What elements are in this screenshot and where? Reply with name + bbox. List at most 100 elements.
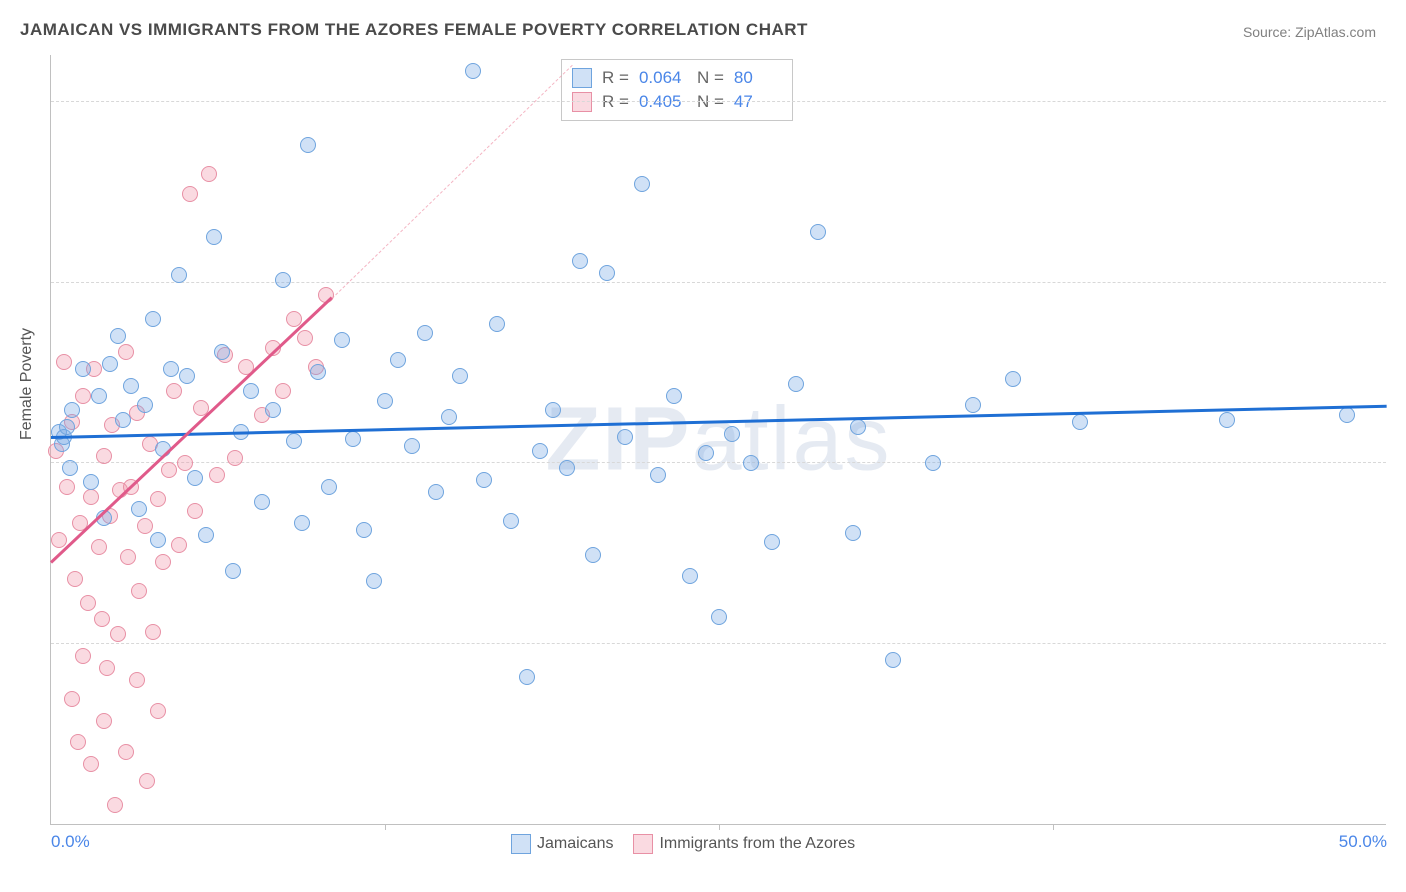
stats-box: R = 0.064 N = 80 R = 0.405 N = 47 [561,59,793,121]
marker-series-a [489,316,505,332]
marker-series-b [187,503,203,519]
watermark-atlas: atlas [691,389,891,489]
marker-series-a [572,253,588,269]
x-tick-mark [719,824,720,830]
marker-series-b [118,344,134,360]
marker-series-a [965,397,981,413]
legend-label-b: Immigrants from the Azores [659,835,855,853]
marker-series-a [404,438,420,454]
marker-series-b [94,611,110,627]
gridline [51,282,1386,283]
marker-series-b [120,549,136,565]
marker-series-b [177,455,193,471]
marker-series-a [465,63,481,79]
marker-series-a [131,501,147,517]
marker-series-a [198,527,214,543]
marker-series-a [64,402,80,418]
marker-series-b [83,489,99,505]
marker-series-a [225,563,241,579]
marker-series-a [634,176,650,192]
marker-series-a [532,443,548,459]
marker-series-a [179,368,195,384]
marker-series-a [503,513,519,529]
marker-series-a [452,368,468,384]
marker-series-a [110,328,126,344]
marker-series-a [1219,412,1235,428]
marker-series-b [99,660,115,676]
marker-series-b [80,595,96,611]
marker-series-b [91,539,107,555]
marker-series-a [698,445,714,461]
scatter-plot-area: ZIPatlas R = 0.064 N = 80 R = 0.405 N = … [50,55,1386,825]
marker-series-a [617,429,633,445]
y-tick-label: 22.5% [1396,273,1406,293]
marker-series-a [810,224,826,240]
marker-series-b [83,756,99,772]
stats-n-label: N = [697,68,724,88]
marker-series-a [300,137,316,153]
marker-series-a [59,419,75,435]
gridline [51,101,1386,102]
marker-series-b [166,383,182,399]
marker-series-a [115,412,131,428]
marker-series-b [145,624,161,640]
watermark: ZIPatlas [545,388,891,491]
marker-series-a [206,229,222,245]
marker-series-a [91,388,107,404]
marker-series-a [123,378,139,394]
marker-series-a [366,573,382,589]
marker-series-a [310,364,326,380]
marker-series-a [294,515,310,531]
legend-swatch-b [633,834,653,854]
marker-series-b [67,571,83,587]
marker-series-a [334,332,350,348]
marker-series-b [96,448,112,464]
marker-series-a [885,652,901,668]
marker-series-a [187,470,203,486]
marker-series-a [265,402,281,418]
marker-series-a [390,352,406,368]
y-tick-label: 30.0% [1396,92,1406,112]
legend-label-a: Jamaicans [537,835,613,853]
marker-series-b [275,383,291,399]
marker-series-b [297,330,313,346]
marker-series-a [1005,371,1021,387]
x-tick-label: 0.0% [51,832,90,852]
marker-series-b [70,734,86,750]
y-axis-label: Female Poverty [18,328,36,440]
y-tick-label: 15.0% [1396,453,1406,473]
swatch-series-a [572,68,592,88]
marker-series-a [171,267,187,283]
marker-series-a [356,522,372,538]
marker-series-b [107,797,123,813]
marker-series-a [102,356,118,372]
marker-series-a [286,433,302,449]
marker-series-b [96,713,112,729]
stats-r-label: R = [602,68,629,88]
marker-series-a [1339,407,1355,423]
marker-series-a [666,388,682,404]
marker-series-a [585,547,601,563]
marker-series-a [441,409,457,425]
legend-item-b: Immigrants from the Azores [633,834,855,854]
marker-series-a [75,361,91,377]
marker-series-a [163,361,179,377]
stats-r-value-a: 0.064 [639,68,687,88]
gridline [51,643,1386,644]
marker-series-a [599,265,615,281]
marker-series-b [64,691,80,707]
marker-series-a [559,460,575,476]
stats-n-value-a: 80 [734,68,782,88]
marker-series-b [155,554,171,570]
marker-series-a [850,419,866,435]
marker-series-a [743,455,759,471]
marker-series-a [243,383,259,399]
marker-series-a [145,311,161,327]
marker-series-a [788,376,804,392]
x-tick-mark [385,824,386,830]
marker-series-a [150,532,166,548]
chart-title: JAMAICAN VS IMMIGRANTS FROM THE AZORES F… [20,20,808,40]
x-tick-mark [1053,824,1054,830]
marker-series-b [150,703,166,719]
marker-series-a [650,467,666,483]
